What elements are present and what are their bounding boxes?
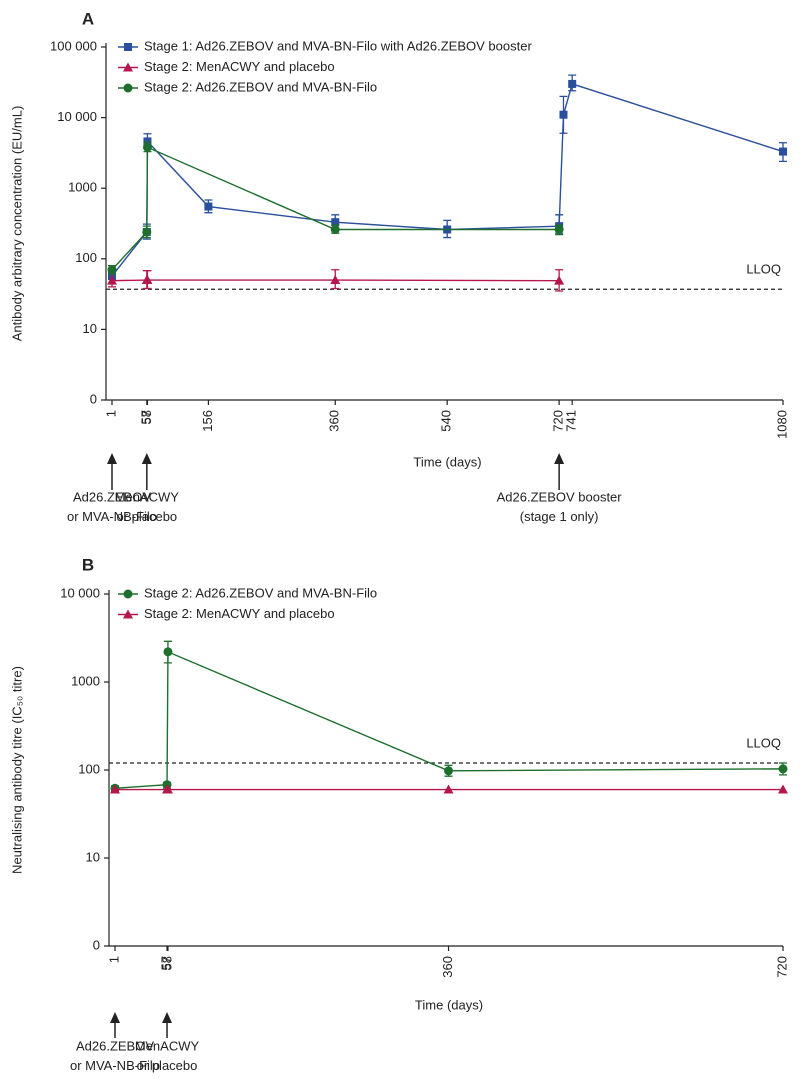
y-tick-label: 1000 <box>68 180 97 195</box>
marker <box>163 647 173 657</box>
series-line <box>111 146 560 271</box>
marker <box>778 784 788 794</box>
legend-marker <box>124 43 132 51</box>
lloq-label: LLOQ <box>746 735 781 750</box>
marker <box>330 225 340 235</box>
annotation: Ad26.ZEBOV <box>73 489 151 504</box>
x-tick-label: 1 <box>103 410 118 417</box>
arrow-head <box>110 1012 120 1023</box>
y-tick-label: 10 000 <box>60 585 100 600</box>
y-tick-label: 10 <box>83 321 97 336</box>
y-tick-label: 10 <box>86 849 100 864</box>
marker <box>443 784 454 794</box>
series-line <box>111 83 784 277</box>
legend-marker <box>123 589 133 599</box>
marker <box>204 202 213 211</box>
x-tick-label: 58 <box>159 956 174 970</box>
marker <box>143 137 152 146</box>
marker <box>331 218 340 227</box>
marker <box>142 142 152 152</box>
annotation: or placebo <box>116 509 177 524</box>
annotation: (stage 1 only) <box>520 509 599 524</box>
legend-marker <box>123 62 133 72</box>
legend-marker <box>123 609 133 619</box>
x-tick-label: 156 <box>200 410 215 432</box>
x-tick-label: 720 <box>551 410 566 432</box>
arrow-head <box>141 453 152 464</box>
marker <box>142 227 152 237</box>
annotation: or MVA-NB-Filo <box>67 509 157 524</box>
arrow-head <box>107 453 117 464</box>
x-tick-label: 57 <box>158 956 173 970</box>
x-tick-label: 741 <box>564 410 579 432</box>
marker <box>779 147 787 156</box>
legend-label: Stage 2: Ad26.ZEBOV and MVA-BN-Filo <box>144 585 377 600</box>
marker <box>107 265 117 275</box>
x-tick-label: 720 <box>774 956 789 978</box>
y-tick-label: 0 <box>93 937 100 952</box>
marker <box>778 764 788 774</box>
marker <box>142 275 153 285</box>
x-axis-label: Time (days) <box>415 997 483 1012</box>
x-axis-label: Time (days) <box>413 454 481 469</box>
marker <box>554 225 564 235</box>
marker <box>330 275 341 285</box>
annotation: or placebo <box>137 1058 198 1073</box>
y-axis-label: Antibody arbitrary concentration (EU/mL) <box>9 106 24 342</box>
y-tick-label: 0 <box>90 391 97 406</box>
y-tick-label: 100 000 <box>50 38 97 53</box>
annotation: MenACWY <box>115 489 180 504</box>
y-tick-label: 10 000 <box>57 109 97 124</box>
arrow-head <box>554 453 565 464</box>
annotation: or MVA-NB-Filo <box>70 1058 160 1073</box>
legend-label: Stage 2: MenACWY and placebo <box>144 59 335 74</box>
legend-label: Stage 2: MenACWY and placebo <box>144 606 335 621</box>
x-tick-label: 360 <box>327 410 342 432</box>
marker <box>568 79 577 88</box>
annotation: Ad26.ZEBOV booster <box>497 489 623 504</box>
x-tick-label: 1080 <box>774 410 789 439</box>
marker <box>107 275 117 285</box>
y-axis-label: Neutralising antibody titre (IC₅₀ titre) <box>9 666 24 874</box>
x-tick-label: 360 <box>440 956 455 978</box>
marker <box>110 784 120 794</box>
panel-label: A <box>82 9 94 28</box>
lloq-label: LLOQ <box>746 262 781 277</box>
panel-label: B <box>82 555 94 574</box>
y-tick-label: 1000 <box>71 673 100 688</box>
marker <box>554 275 565 285</box>
annotation: MenACWY <box>135 1038 200 1053</box>
y-tick-label: 100 <box>75 250 97 265</box>
x-tick-label: 540 <box>439 410 454 432</box>
x-tick-label: 1 <box>106 956 121 963</box>
x-tick-label: 57 <box>138 410 153 424</box>
legend-label: Stage 2: Ad26.ZEBOV and MVA-BN-Filo <box>144 79 377 94</box>
legend-label: Stage 1: Ad26.ZEBOV and MVA-BN-Filo with… <box>144 38 532 53</box>
annotation: Ad26.ZEBOV <box>76 1038 154 1053</box>
marker <box>559 110 568 119</box>
marker <box>162 784 173 794</box>
marker <box>444 766 454 776</box>
legend-marker <box>123 83 133 93</box>
y-tick-label: 100 <box>78 761 100 776</box>
arrow-head <box>162 1012 173 1023</box>
x-tick-label: 58 <box>139 410 154 424</box>
axes <box>105 43 783 401</box>
